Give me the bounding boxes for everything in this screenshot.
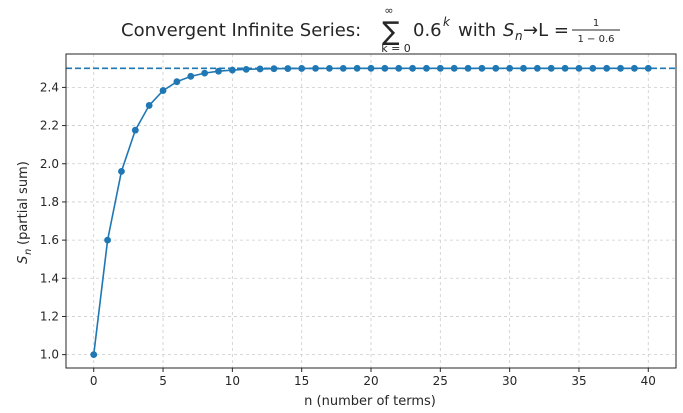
sum-symbol: ∑ bbox=[382, 17, 400, 47]
term-base: 0.6 bbox=[413, 20, 442, 41]
x-tick-label: 10 bbox=[225, 374, 240, 388]
data-point bbox=[256, 65, 264, 73]
title-middle: with bbox=[458, 20, 496, 41]
data-point bbox=[298, 65, 306, 72]
y-tick-label: 1.6 bbox=[40, 233, 59, 247]
data-point bbox=[284, 65, 292, 72]
data-point bbox=[547, 64, 555, 72]
y-tick-label: 2.0 bbox=[40, 157, 59, 171]
data-point bbox=[617, 64, 624, 72]
y-label-text: (partial sum) bbox=[16, 161, 31, 245]
data-point bbox=[145, 102, 153, 109]
data-point bbox=[367, 64, 375, 72]
data-point bbox=[270, 65, 278, 73]
x-axis-label: n (number of terms) bbox=[304, 394, 436, 409]
x-tick-label: 40 bbox=[641, 374, 656, 388]
x-tick-label: 35 bbox=[571, 374, 586, 388]
y-axis-label: S n (partial sum) bbox=[16, 161, 34, 264]
y-tick-label: 1.0 bbox=[40, 348, 59, 362]
y-tick-label: 1.4 bbox=[40, 271, 59, 285]
x-tick-label: 5 bbox=[159, 374, 167, 388]
data-point bbox=[104, 236, 111, 244]
s-symbol: S bbox=[503, 20, 514, 41]
chart-title: Convergent Infinite Series: ∑ ∞ k = 0 0.… bbox=[121, 4, 620, 55]
sum-upper-bound: ∞ bbox=[384, 4, 393, 17]
data-point bbox=[228, 66, 236, 74]
x-tick-label: 30 bbox=[502, 374, 517, 388]
data-point bbox=[312, 64, 319, 72]
data-point bbox=[589, 64, 597, 72]
data-point bbox=[187, 72, 195, 80]
sum-lower-bound: k = 0 bbox=[381, 42, 411, 55]
title-prefix: Convergent Infinite Series: bbox=[121, 20, 361, 41]
data-point bbox=[90, 351, 98, 359]
data-point bbox=[631, 64, 638, 72]
data-point bbox=[159, 87, 167, 94]
y-label-symbol: S bbox=[16, 256, 31, 264]
data-point bbox=[381, 64, 389, 72]
data-point bbox=[326, 64, 333, 72]
data-point bbox=[353, 64, 361, 72]
fraction-numerator: 1 bbox=[593, 18, 599, 29]
arrow-limit: →L = bbox=[523, 20, 569, 41]
data-point bbox=[520, 64, 527, 72]
data-point bbox=[242, 65, 250, 73]
data-point bbox=[450, 64, 458, 72]
data-point bbox=[478, 64, 486, 72]
data-point bbox=[118, 167, 125, 175]
x-tick-label: 20 bbox=[363, 374, 378, 388]
data-point bbox=[506, 64, 514, 72]
y-tick-label: 1.8 bbox=[40, 195, 59, 209]
data-point bbox=[395, 64, 403, 72]
fraction-denominator: 1 − 0.6 bbox=[577, 34, 614, 45]
y-tick-label: 2.2 bbox=[40, 119, 59, 133]
data-point bbox=[644, 64, 652, 72]
grid bbox=[66, 54, 676, 368]
data-point bbox=[201, 69, 209, 77]
data-point bbox=[173, 78, 181, 86]
y-tick-label: 2.4 bbox=[40, 80, 59, 94]
data-point bbox=[215, 67, 222, 75]
data-point bbox=[561, 64, 569, 72]
y-label-subscript: n bbox=[23, 249, 34, 255]
data-point bbox=[575, 64, 583, 72]
data-point bbox=[436, 64, 444, 72]
x-tick-label: 25 bbox=[433, 374, 448, 388]
axis-ticks: 0 5 10 15 20 25 30 35 40 1.0 1.2 1.4 1.6 1.8 2.0 2.2 2.4 bbox=[40, 80, 656, 388]
x-tick-label: 0 bbox=[90, 374, 98, 388]
data-points bbox=[90, 64, 652, 359]
data-point bbox=[131, 126, 139, 134]
x-tick-label: 15 bbox=[294, 374, 309, 388]
data-point bbox=[339, 64, 347, 72]
s-subscript: n bbox=[515, 29, 523, 43]
data-point bbox=[603, 64, 611, 72]
term-exponent: k bbox=[443, 15, 451, 29]
data-point bbox=[409, 64, 416, 72]
y-tick-label: 1.2 bbox=[40, 309, 59, 323]
data-point bbox=[423, 64, 430, 72]
data-point bbox=[533, 64, 541, 72]
data-point bbox=[492, 64, 500, 72]
data-point bbox=[464, 64, 472, 72]
